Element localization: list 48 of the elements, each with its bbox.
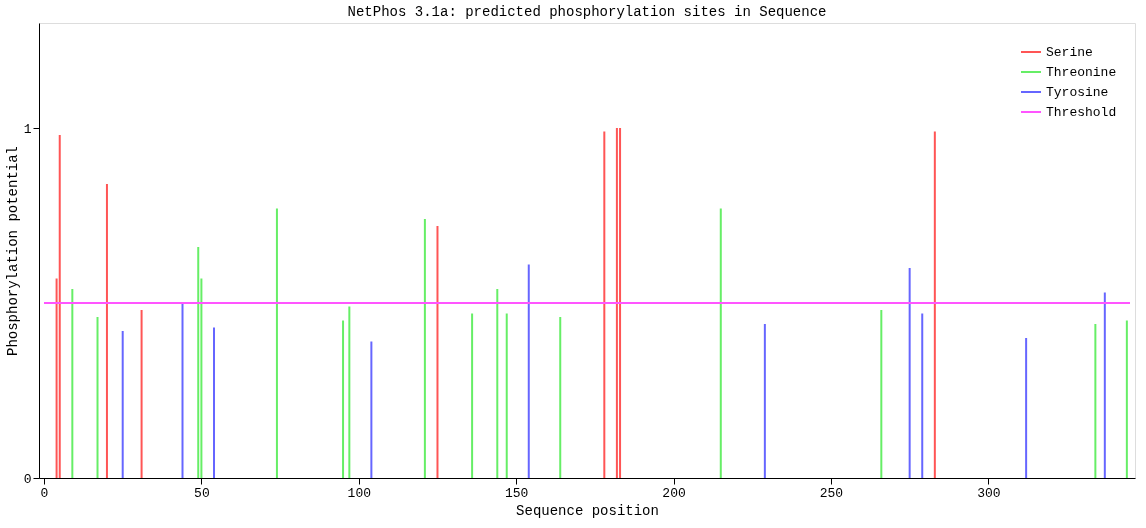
bar	[496, 289, 499, 478]
bar	[275, 208, 278, 478]
legend-label: Tyrosine	[1046, 85, 1109, 100]
bar	[921, 313, 924, 478]
x-tick-label: 0	[40, 485, 49, 501]
bar	[615, 128, 618, 478]
bar	[105, 184, 108, 478]
bar	[763, 324, 766, 478]
bar	[58, 135, 61, 478]
x-axis-title: Sequence position	[516, 502, 659, 519]
bar	[908, 268, 911, 478]
bar	[370, 341, 373, 478]
bar	[1125, 320, 1128, 478]
bar	[1094, 324, 1097, 478]
bar	[603, 131, 606, 478]
bar	[181, 303, 184, 478]
chart-title: NetPhos 3.1a: predicted phosphorylation sites in Sequence	[347, 4, 827, 20]
legend-label: Serine	[1046, 45, 1093, 60]
bar	[619, 128, 622, 478]
bar	[559, 317, 562, 478]
x-tick-label: 100	[347, 485, 371, 501]
bar	[348, 306, 351, 478]
bar	[423, 219, 426, 478]
bar	[1025, 338, 1028, 478]
y-tick-label: 1	[23, 121, 32, 137]
legend-label: Threonine	[1046, 65, 1117, 80]
bar	[212, 327, 215, 478]
bar	[527, 264, 530, 478]
bar	[505, 313, 508, 478]
bar	[197, 247, 200, 478]
bar	[140, 310, 143, 478]
bar	[436, 226, 439, 478]
legend-label: Threshold	[1046, 105, 1117, 120]
x-tick-label: 250	[819, 485, 844, 501]
bar	[1103, 292, 1106, 478]
x-tick-label: 300	[977, 485, 1001, 501]
bar	[71, 289, 74, 478]
y-axis-title: Phosphorylation potential	[4, 145, 21, 357]
bar	[719, 208, 722, 478]
bar	[933, 131, 936, 478]
bar	[471, 313, 474, 478]
x-tick-label: 150	[504, 485, 529, 501]
bar	[96, 317, 99, 478]
x-tick-label: 50	[194, 485, 210, 501]
bar	[880, 310, 883, 478]
x-tick-label: 200	[662, 485, 686, 501]
bar	[121, 331, 124, 478]
bar	[342, 320, 345, 478]
